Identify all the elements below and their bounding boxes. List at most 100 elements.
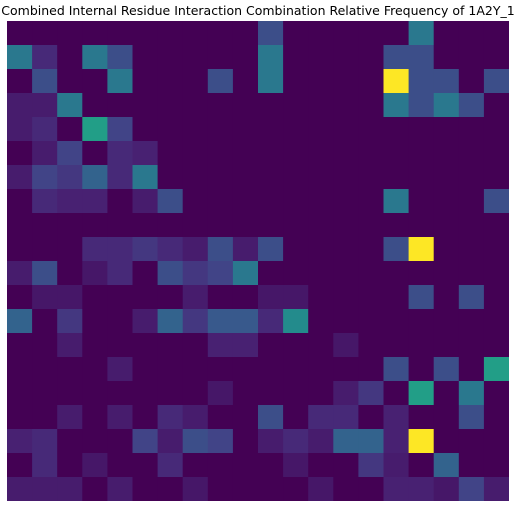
heatmap-cell — [333, 141, 359, 166]
heatmap-cell — [258, 165, 284, 190]
heatmap-cell — [458, 45, 485, 70]
heatmap-cell — [458, 453, 485, 478]
heatmap-cell — [107, 357, 134, 382]
heatmap-cell — [408, 453, 435, 478]
heatmap-cell — [258, 21, 284, 46]
heatmap-cell — [358, 429, 385, 454]
heatmap-cell — [7, 189, 33, 214]
heatmap-cell — [458, 21, 485, 46]
heatmap-cell — [283, 381, 309, 406]
heatmap-cell — [458, 213, 485, 238]
heatmap-cell — [182, 93, 209, 118]
heatmap-cell — [207, 309, 234, 334]
heatmap-cell — [408, 405, 435, 430]
heatmap-cell — [458, 333, 485, 358]
heatmap-cell — [258, 285, 284, 310]
heatmap-cell — [82, 309, 108, 334]
heatmap-cell — [107, 189, 134, 214]
heatmap-cell — [333, 261, 359, 286]
heatmap-cell — [383, 381, 410, 406]
heatmap-cell — [57, 381, 83, 406]
heatmap-cell — [308, 45, 334, 70]
heatmap-cell — [358, 69, 385, 94]
heatmap-cell — [458, 117, 485, 142]
heatmap-cell — [283, 141, 309, 166]
heatmap-cell — [207, 141, 234, 166]
heatmap-cell — [358, 21, 385, 46]
heatmap-cell — [157, 453, 184, 478]
heatmap-cell — [57, 93, 83, 118]
heatmap-cell — [107, 213, 134, 238]
heatmap-cell — [433, 453, 460, 478]
heatmap-cell — [483, 429, 509, 454]
heatmap-cell — [358, 141, 385, 166]
heatmap-cell — [57, 453, 83, 478]
heatmap-cell — [258, 333, 284, 358]
heatmap-cell — [358, 213, 385, 238]
heatmap-cell — [182, 333, 209, 358]
heatmap-cell — [7, 333, 33, 358]
heatmap-cell — [308, 357, 334, 382]
heatmap-cell — [82, 21, 108, 46]
heatmap-cell — [383, 405, 410, 430]
heatmap-cell — [32, 213, 58, 238]
heatmap-cell — [182, 261, 209, 286]
heatmap-cell — [7, 141, 33, 166]
heatmap-cell — [32, 165, 58, 190]
heatmap-cell — [157, 45, 184, 70]
heatmap-cell — [107, 165, 134, 190]
heatmap-cell — [483, 405, 509, 430]
heatmap-cell — [32, 477, 58, 501]
heatmap-cell — [333, 21, 359, 46]
heatmap-cell — [358, 381, 385, 406]
heatmap-cell — [333, 237, 359, 262]
heatmap-cell — [232, 117, 259, 142]
heatmap-cell — [32, 69, 58, 94]
heatmap-cell — [107, 477, 134, 501]
heatmap-cell — [32, 261, 58, 286]
heatmap-cell — [483, 309, 509, 334]
heatmap-cell — [308, 285, 334, 310]
heatmap-cell — [157, 357, 184, 382]
heatmap-cell — [258, 405, 284, 430]
heatmap-cell — [107, 333, 134, 358]
heatmap-cell — [132, 285, 159, 310]
heatmap-cell — [358, 477, 385, 501]
heatmap-cell — [7, 477, 33, 501]
heatmap-cell — [333, 93, 359, 118]
heatmap-cell — [408, 213, 435, 238]
heatmap-cell — [308, 309, 334, 334]
heatmap-cell — [433, 93, 460, 118]
heatmap-cell — [232, 69, 259, 94]
heatmap-cell — [207, 405, 234, 430]
heatmap-cell — [32, 237, 58, 262]
heatmap-cell — [7, 237, 33, 262]
heatmap-cell — [283, 21, 309, 46]
heatmap-cell — [32, 309, 58, 334]
heatmap-cell — [57, 285, 83, 310]
heatmap-cell — [408, 93, 435, 118]
heatmap-cell — [483, 261, 509, 286]
heatmap-cell — [157, 477, 184, 501]
heatmap-cell — [7, 93, 33, 118]
heatmap-cell — [483, 141, 509, 166]
heatmap-cell — [182, 69, 209, 94]
heatmap-cell — [483, 69, 509, 94]
heatmap-cell — [182, 381, 209, 406]
heatmap-cell — [32, 93, 58, 118]
heatmap-cell — [7, 21, 33, 46]
heatmap-cell — [283, 189, 309, 214]
heatmap-cell — [207, 333, 234, 358]
heatmap-cell — [433, 285, 460, 310]
heatmap-cell — [7, 453, 33, 478]
heatmap-cell — [383, 117, 410, 142]
heatmap-cell — [157, 69, 184, 94]
heatmap-cell — [107, 429, 134, 454]
heatmap-cell — [182, 453, 209, 478]
heatmap-cell — [107, 21, 134, 46]
heatmap-cell — [408, 333, 435, 358]
heatmap-cell — [207, 189, 234, 214]
heatmap-cell — [107, 45, 134, 70]
heatmap-cell — [333, 429, 359, 454]
heatmap-cell — [483, 381, 509, 406]
